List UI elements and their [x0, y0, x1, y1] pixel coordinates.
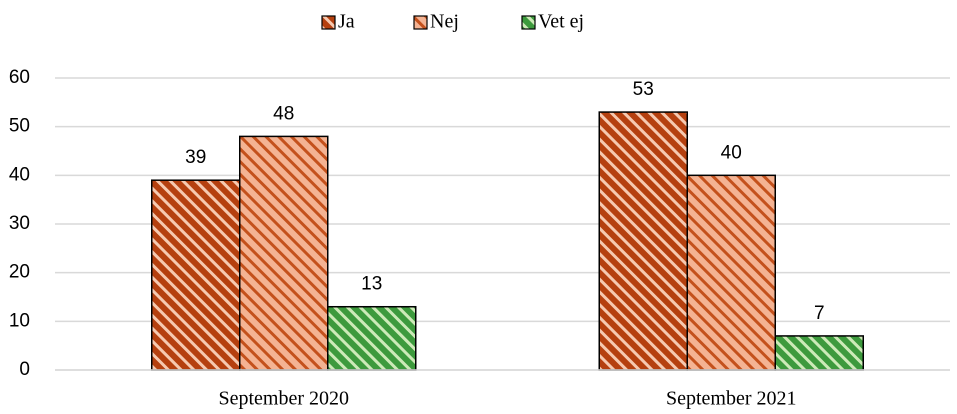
- bar: [686, 174, 776, 371]
- bar: [327, 305, 417, 371]
- data-label: 13: [361, 274, 382, 295]
- bar: [598, 111, 688, 371]
- legend-label: Nej: [430, 11, 459, 33]
- x-tick-label: September 2021: [666, 388, 797, 410]
- data-label: 7: [814, 303, 825, 324]
- bar: [151, 179, 241, 371]
- y-tick-label: 10: [9, 310, 30, 331]
- legend-swatch: [321, 15, 336, 30]
- data-label: 53: [633, 79, 654, 100]
- y-tick-label: 30: [9, 213, 30, 234]
- legend-swatch: [521, 15, 536, 30]
- data-label: 40: [721, 142, 742, 163]
- bar: [774, 335, 864, 371]
- data-label: 48: [273, 103, 294, 124]
- bar: [239, 135, 329, 371]
- y-tick-label: 60: [9, 67, 30, 88]
- y-tick-label: 20: [9, 262, 30, 283]
- y-tick-label: 40: [9, 164, 30, 185]
- legend-swatch: [413, 15, 428, 30]
- legend-label: Ja: [338, 11, 355, 33]
- y-tick-label: 50: [9, 116, 30, 137]
- data-label: 39: [185, 147, 206, 168]
- x-tick-label: September 2020: [218, 388, 349, 410]
- legend-label: Vet ej: [538, 11, 584, 33]
- y-tick-label: 0: [19, 359, 30, 380]
